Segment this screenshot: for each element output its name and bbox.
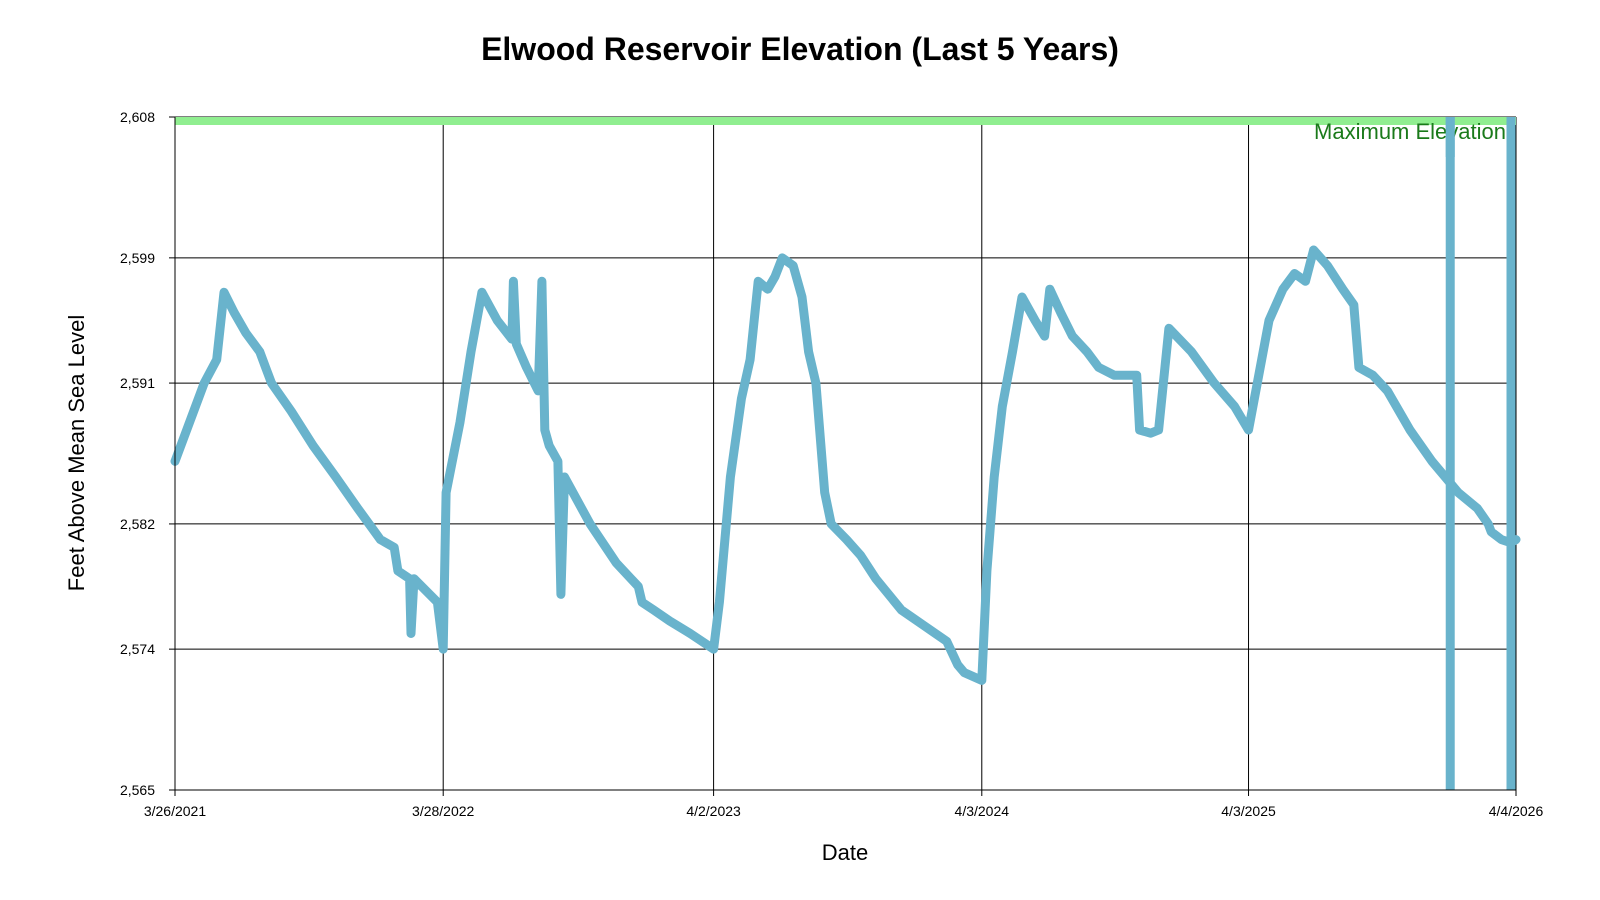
- series-layer: Maximum Elevation: [170, 117, 1521, 790]
- maximum-elevation-label: Maximum Elevation: [1314, 119, 1506, 144]
- x-tick-label: 3/28/2022: [412, 803, 474, 819]
- reference-band: [175, 117, 1516, 125]
- y-tick-labels: 2,565 2,574 2,582 2,591 2,599 2,608: [120, 109, 155, 798]
- x-axis-label: Date: [822, 840, 868, 865]
- grid-lines: [169, 116, 1517, 796]
- y-tick-label: 2,574: [120, 641, 155, 657]
- maximum-elevation-line: [175, 117, 1516, 125]
- elevation-series-line: [170, 245, 1521, 685]
- x-tick-label: 3/26/2021: [144, 803, 206, 819]
- y-tick-label: 2,599: [120, 250, 155, 266]
- y-tick-label: 2,608: [120, 109, 155, 125]
- x-tick-label: 4/2/2023: [686, 803, 741, 819]
- y-tick-label: 2,582: [120, 516, 155, 532]
- x-tick-labels: 3/26/2021 3/28/2022 4/2/2023 4/3/2024 4/3/20…: [144, 803, 1544, 819]
- y-tick-label: 2,565: [120, 782, 155, 798]
- x-tick-label: 4/3/2025: [1221, 803, 1276, 819]
- x-tick-label: 4/3/2024: [955, 803, 1010, 819]
- y-axis-label: Feet Above Mean Sea Level: [64, 315, 89, 591]
- y-tick-label: 2,591: [120, 375, 155, 391]
- chart-title: Elwood Reservoir Elevation (Last 5 Years…: [481, 31, 1119, 67]
- x-tick-label: 4/4/2026: [1489, 803, 1544, 819]
